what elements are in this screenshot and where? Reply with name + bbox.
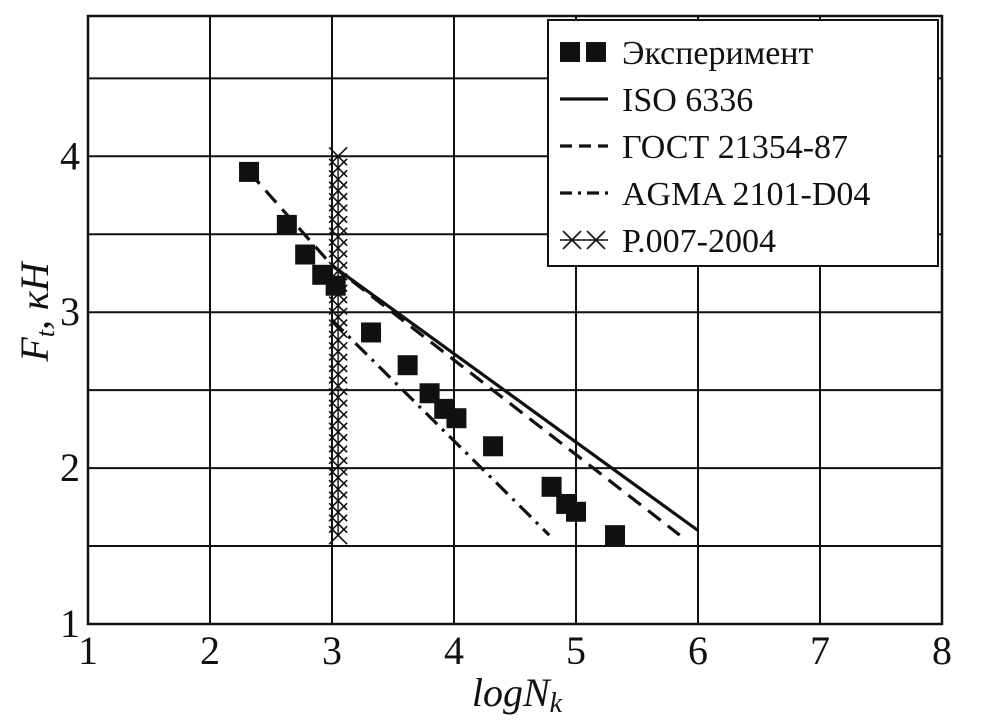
experiment-point [419,383,440,404]
y-tick-label: 2 [60,445,80,490]
experiment-point [397,355,418,376]
experiment-point [605,525,626,546]
legend-label-gost: ГОСТ 21354-87 [622,129,848,166]
legend-swatches [560,42,608,250]
series-line-1 [331,264,699,532]
x-axis-label: logNk [472,670,563,719]
x-tick-label: 2 [200,628,220,673]
legend-label-p007: P.007-2004 [622,223,776,260]
experiment-point [483,436,504,457]
x-tick-label: 4 [444,628,464,673]
legend-label-iso: ISO 6336 [622,82,753,119]
x-tick-label: 7 [810,628,830,673]
x-tick-label: 6 [688,628,708,673]
x-axis-label-subscript: k [550,688,563,719]
experiment-point [541,476,562,497]
y-axis-label-unit: , кН [12,260,57,330]
experiment-point [325,275,346,296]
y-axis-label: Ft, кН [12,260,60,362]
experiment-point [276,214,297,235]
plot-border [86,14,944,626]
x-tick-label: 5 [566,628,586,673]
series-layer [239,146,699,546]
legend-box [547,19,939,267]
experiment-point [361,322,382,343]
y-axis-label-subscript: t [31,329,60,337]
experiment-point [446,408,467,429]
legend-label-experiment: Эксперимент [622,35,813,72]
x-tick-label: 3 [322,628,342,673]
x-axis-label-main: logN [472,670,552,715]
y-tick-label: 3 [60,289,80,334]
y-tick-label: 1 [60,601,80,646]
legend-swatch-square [586,42,606,62]
experiment-point [566,501,586,522]
y-tick-label: 4 [60,133,80,178]
p007-marker [328,146,348,166]
experiment-point [239,161,260,182]
legend-swatch-x [562,230,582,250]
series-p007-markers [328,146,348,545]
legend-swatch-x [586,230,606,250]
tick-labels: 1 2 3 4 5 6 7 8 1 2 3 4 [60,133,952,673]
legend: Эксперимент ISO 6336 ГОСТ 21354-87 AGMA … [547,19,939,267]
legend-swatch-square [560,42,580,62]
x-tick-label: 8 [932,628,952,673]
experiment-point [295,244,316,265]
x-tick-label: 1 [78,628,98,673]
grid [86,14,944,626]
series-experiment-markers [239,161,626,546]
series-line-3 [330,318,551,537]
legend-label-agma: AGMA 2101-D04 [622,176,870,213]
y-axis-label-main: F [12,337,57,363]
